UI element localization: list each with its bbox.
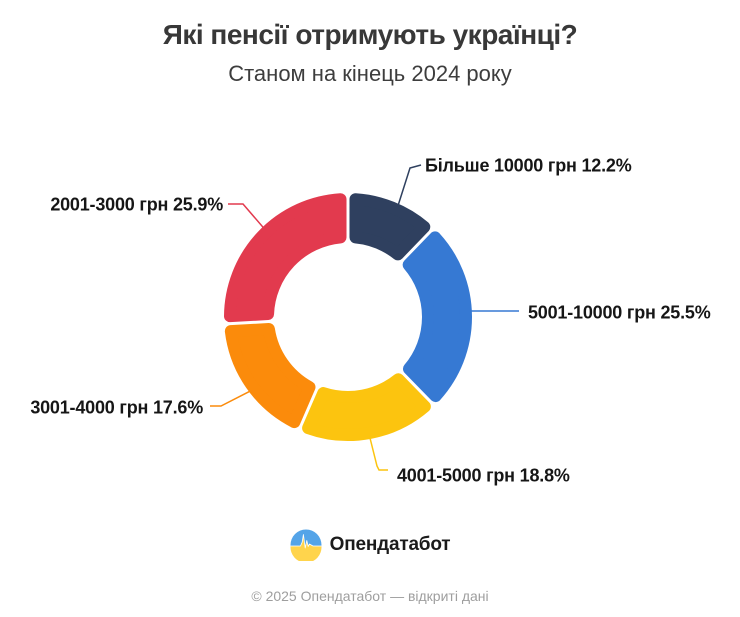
slice-label-1: 5001-10000 грн 25.5% xyxy=(528,302,711,323)
leader-line-0 xyxy=(395,164,422,213)
slice-label-2: 4001-5000 грн 18.8% xyxy=(397,465,570,486)
donut-slice-4 xyxy=(224,193,347,323)
chart-subtitle: Станом на кінець 2024 року xyxy=(228,61,512,86)
slice-label-3: 3001-4000 грн 17.6% xyxy=(30,397,203,418)
copyright-note: © 2025 Опендатабот — відкриті дані xyxy=(251,588,489,604)
donut-slice-1 xyxy=(402,231,472,403)
logo-pulse-line xyxy=(290,534,322,549)
donut-slice-3 xyxy=(224,322,316,429)
slice-label-0: Більше 10000 грн 12.2% xyxy=(425,155,632,176)
donut-slice-2 xyxy=(302,373,431,441)
chart-title: Які пенсії отримують українці? xyxy=(162,19,578,50)
slice-label-4: 2001-3000 грн 25.9% xyxy=(50,194,223,215)
opendatabot-logo-icon xyxy=(290,529,322,561)
donut-slices xyxy=(224,193,472,441)
brand-logo: Опендатабот xyxy=(0,528,740,562)
donut-slice-0 xyxy=(349,193,431,261)
brand-name: Опендатабот xyxy=(329,534,451,555)
logo-flag-bottom xyxy=(290,534,322,561)
leader-line-2 xyxy=(368,433,388,471)
